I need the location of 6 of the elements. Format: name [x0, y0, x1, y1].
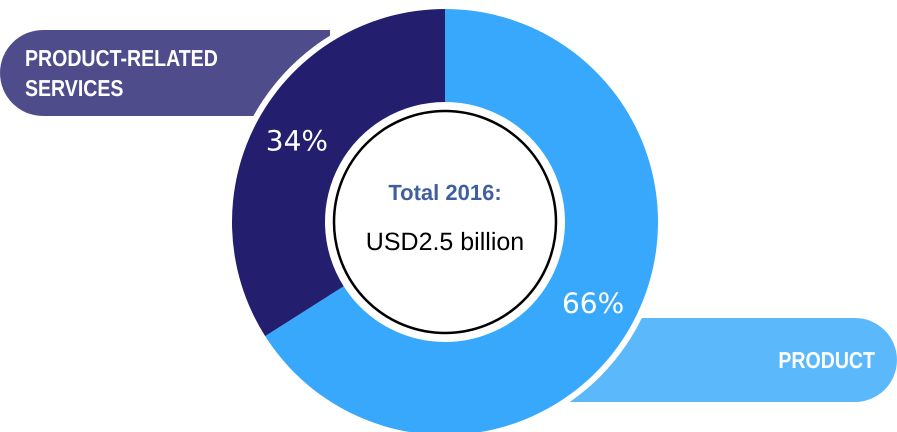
text: USD2.5 billion: [366, 228, 524, 256]
slice-label: PRODUCT-RELATED SERVICES: [25, 46, 218, 102]
data-label: 34%: [266, 124, 328, 158]
data-label: 66%: [562, 287, 624, 320]
slice-label: PRODUCT: [778, 348, 875, 374]
text: Total 2016:: [388, 180, 502, 205]
